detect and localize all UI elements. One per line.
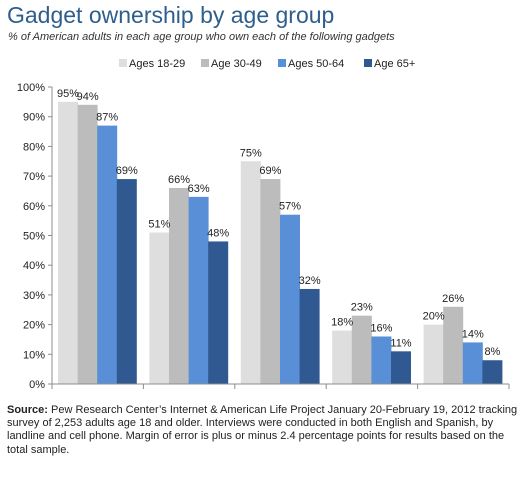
x-axis: Cell phonesDesktopsLaptopsE-readersTable… <box>51 383 510 389</box>
bar-e-readers-ages-18-29 <box>332 330 353 384</box>
bar-desktops-ages-50-64 <box>188 196 209 384</box>
legend-swatch-ages-18-29 <box>119 59 127 67</box>
data-label-cell-phones-age-30-49: 94% <box>77 91 99 103</box>
legend-label-age-30-49: Age 30-49 <box>211 58 262 70</box>
bar-laptops-age-65 <box>299 288 320 384</box>
legend-label-age-65: Age 65+ <box>374 58 415 70</box>
y-axis: 0% 10% 20% 30% 40% 50% 60% 70% 80% 90% 100% <box>17 82 53 391</box>
y-tick-label: 100% <box>17 82 45 94</box>
bar-cell-phones-ages-50-64 <box>97 125 118 385</box>
data-label-tablets-age-30-49: 26% <box>442 293 464 305</box>
y-tick-label: 10% <box>23 349 45 361</box>
data-label-tablets-ages-50-64: 14% <box>462 328 484 340</box>
data-label-tablets-age-65: 8% <box>484 346 500 358</box>
data-label-e-readers-ages-18-29: 18% <box>331 317 353 329</box>
bar-e-readers-age-65 <box>391 351 411 384</box>
legend-swatch-age-65 <box>364 59 372 67</box>
source-note: Source: Pew Research Center’s Internet &… <box>7 404 519 457</box>
bar-e-readers-ages-50-64 <box>371 336 392 384</box>
bar-cell-phones-age-30-49 <box>77 104 98 384</box>
bar-cell-phones-ages-18-29 <box>58 101 78 384</box>
data-label-cell-phones-ages-50-64: 87% <box>96 112 118 124</box>
y-tick-label: 40% <box>23 260 45 272</box>
y-tick-label: 0% <box>29 379 45 391</box>
value-labels: 95%94% 87% 69% 51% 66%63% 48% 75% 69% 57% 32% 18% 2… <box>57 88 501 358</box>
data-label-cell-phones-age-65: 69% <box>116 165 138 177</box>
y-tick-label: 80% <box>23 141 45 153</box>
data-label-desktops-ages-50-64: 63% <box>188 183 210 195</box>
bar-laptops-age-30-49 <box>260 179 281 384</box>
data-label-laptops-age-65: 32% <box>299 275 321 287</box>
bar-laptops-ages-50-64 <box>280 214 300 384</box>
legend-swatch-age-30-49 <box>201 59 209 67</box>
y-tick-label: 70% <box>23 171 45 183</box>
legend: Ages 18-29 Age 30-49 Ages 50-64 Age 65+ <box>119 58 415 70</box>
chart-subtitle: % of American adults in each age group w… <box>8 31 395 43</box>
data-label-desktops-ages-18-29: 51% <box>148 219 170 231</box>
data-label-laptops-age-30-49: 69% <box>259 165 281 177</box>
legend-swatch-ages-50-64 <box>278 59 286 67</box>
legend-label-ages-18-29: Ages 18-29 <box>129 58 185 70</box>
bar-tablets-age-30-49 <box>443 306 464 384</box>
bar-desktops-age-65 <box>208 241 229 384</box>
data-label-laptops-ages-50-64: 57% <box>279 201 301 213</box>
data-label-e-readers-ages-50-64: 16% <box>370 322 392 334</box>
data-label-e-readers-age-30-49: 23% <box>351 302 373 314</box>
source-text: Pew Research Center’s Internet & America… <box>7 404 518 456</box>
data-label-tablets-ages-18-29: 20% <box>423 311 445 323</box>
bar-chart: Ages 18-29 Age 30-49 Ages 50-64 Age 65+ 0% 1… <box>17 58 510 391</box>
data-label-laptops-ages-18-29: 75% <box>240 147 262 159</box>
data-label-desktops-age-30-49: 66% <box>168 174 190 186</box>
y-tick-label: 90% <box>23 112 45 124</box>
bar-laptops-ages-18-29 <box>240 161 261 384</box>
bar-tablets-ages-18-29 <box>423 324 444 384</box>
bar-tablets-age-65 <box>482 360 503 384</box>
y-tick-label: 30% <box>23 290 45 302</box>
bar-desktops-age-30-49 <box>169 187 189 384</box>
data-label-desktops-age-65: 48% <box>207 227 229 239</box>
y-tick-label: 60% <box>23 201 45 213</box>
y-tick-label: 50% <box>23 231 45 243</box>
y-tick-label: 20% <box>23 320 45 332</box>
legend-label-ages-50-64: Ages 50-64 <box>288 58 344 70</box>
bar-desktops-ages-18-29 <box>149 232 170 384</box>
bar-tablets-ages-50-64 <box>462 342 483 384</box>
bar-e-readers-age-30-49 <box>351 315 372 384</box>
data-label-cell-phones-ages-18-29: 95% <box>57 88 79 100</box>
bars <box>58 101 503 385</box>
source-label: Source: <box>7 404 48 416</box>
data-label-e-readers-age-65: 11% <box>390 337 411 349</box>
bar-cell-phones-age-65 <box>116 179 137 384</box>
chart-title: Gadget ownership by age group <box>7 2 335 28</box>
